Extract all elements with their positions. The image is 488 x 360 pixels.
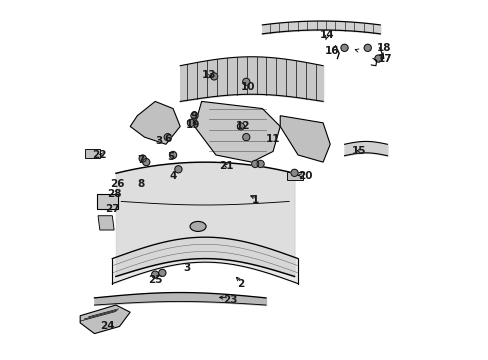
Text: 20: 20 — [297, 171, 312, 181]
Text: 7: 7 — [137, 156, 144, 165]
Circle shape — [151, 271, 159, 278]
Text: 6: 6 — [164, 134, 171, 144]
Text: 3: 3 — [183, 262, 191, 273]
Text: 16: 16 — [324, 46, 339, 57]
Text: 26: 26 — [110, 179, 124, 189]
Text: 8: 8 — [137, 179, 144, 189]
Circle shape — [257, 160, 264, 167]
Polygon shape — [280, 116, 329, 162]
Circle shape — [242, 78, 249, 85]
FancyBboxPatch shape — [85, 149, 100, 158]
Circle shape — [142, 158, 149, 166]
Text: 24: 24 — [100, 321, 114, 332]
Text: 12: 12 — [235, 121, 249, 131]
Text: 13: 13 — [201, 69, 216, 80]
Text: 19: 19 — [185, 120, 200, 130]
Polygon shape — [130, 102, 180, 144]
Text: 2: 2 — [237, 279, 244, 289]
Circle shape — [139, 155, 146, 162]
Text: 4: 4 — [169, 171, 176, 181]
Circle shape — [290, 169, 298, 176]
Circle shape — [242, 134, 249, 141]
Circle shape — [175, 166, 182, 173]
Text: 11: 11 — [265, 134, 280, 144]
Circle shape — [164, 134, 171, 141]
Circle shape — [340, 44, 347, 51]
Polygon shape — [80, 305, 130, 334]
FancyBboxPatch shape — [286, 172, 302, 180]
FancyBboxPatch shape — [97, 194, 118, 209]
Circle shape — [374, 55, 381, 62]
Circle shape — [187, 119, 194, 126]
Text: 28: 28 — [107, 189, 121, 199]
Text: 5: 5 — [167, 152, 175, 162]
Text: 14: 14 — [319, 30, 333, 40]
Text: 3: 3 — [155, 136, 162, 146]
Text: 10: 10 — [240, 82, 255, 92]
Text: 9: 9 — [190, 111, 198, 121]
Circle shape — [169, 152, 176, 158]
Text: 18: 18 — [376, 43, 390, 53]
Circle shape — [190, 112, 198, 119]
Text: 17: 17 — [378, 54, 392, 64]
Text: 1: 1 — [251, 195, 258, 204]
Text: 21: 21 — [219, 161, 233, 171]
Circle shape — [159, 269, 165, 276]
Text: 23: 23 — [223, 295, 237, 305]
Text: 27: 27 — [105, 203, 120, 213]
Text: 22: 22 — [92, 150, 107, 160]
Circle shape — [364, 44, 370, 51]
Polygon shape — [98, 216, 114, 230]
Polygon shape — [194, 102, 280, 162]
Circle shape — [251, 160, 258, 167]
Ellipse shape — [190, 221, 205, 231]
Text: 25: 25 — [148, 275, 162, 285]
Text: 15: 15 — [351, 147, 366, 157]
Circle shape — [237, 123, 244, 130]
Circle shape — [210, 73, 217, 80]
